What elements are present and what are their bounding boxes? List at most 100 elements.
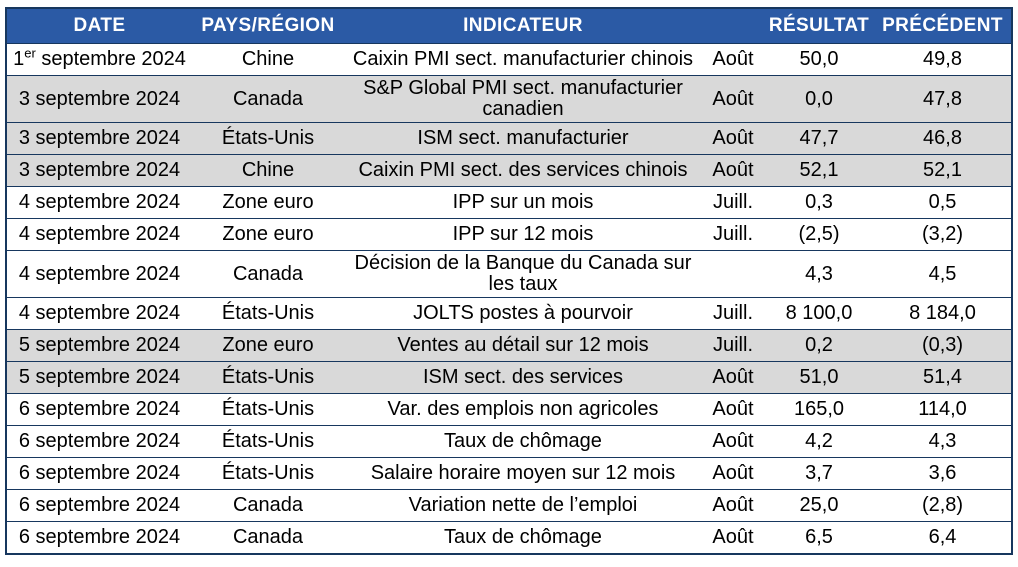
date-cell: 6 septembre 2024 (6, 425, 192, 458)
result-cell: 4,2 (764, 425, 874, 458)
previous-cell: 6,4 (874, 521, 1012, 554)
country-cell: Canada (192, 489, 344, 522)
table-row: 6 septembre 2024 États-Unis Taux de chômag… (6, 425, 1012, 458)
previous-cell: (0,3) (874, 329, 1012, 362)
date-text: 3 septembre 2024 (18, 127, 181, 149)
date-text: 4 septembre 2024 (18, 223, 181, 245)
result-cell: 0,2 (764, 329, 874, 362)
indicator-cell: Variation nette de l’emploi (344, 489, 702, 522)
date-text: 3 septembre 2024 (18, 159, 181, 181)
date-cell: 6 septembre 2024 (6, 489, 192, 522)
previous-cell: 114,0 (874, 393, 1012, 426)
country-cell: Zone euro (192, 186, 344, 219)
period-cell: Août (702, 122, 764, 155)
country-cell: Zone euro (192, 329, 344, 362)
date-cell: 6 septembre 2024 (6, 457, 192, 490)
previous-cell: 51,4 (874, 361, 1012, 394)
period-cell: Août (702, 361, 764, 394)
table-row: 5 septembre 2024 Zone euro Ventes au détai… (6, 329, 1012, 362)
previous-cell: 4,3 (874, 425, 1012, 458)
period-cell: Août (702, 425, 764, 458)
result-cell: (2,5) (764, 218, 874, 251)
date-text-rest: septembre 2024 (35, 48, 186, 70)
result-cell: 50,0 (764, 43, 874, 76)
table-row: 6 septembre 2024 Canada Taux de chômage Aoû… (6, 521, 1012, 554)
date-text: 3 septembre 2024 (18, 87, 181, 110)
indicator-cell: Caixin PMI sect. des services chinois (344, 154, 702, 187)
date-text: 6 septembre 2024 (18, 494, 181, 516)
column-header-result: RÉSULTAT (764, 8, 874, 44)
indicator-cell: ISM sect. des services (344, 361, 702, 394)
country-cell: États-Unis (192, 122, 344, 155)
period-cell: Août (702, 43, 764, 76)
previous-cell: 8 184,0 (874, 297, 1012, 330)
country-cell: États-Unis (192, 457, 344, 490)
period-cell (702, 250, 764, 298)
indicator-cell: Salaire horaire moyen sur 12 mois (344, 457, 702, 490)
result-cell: 47,7 (764, 122, 874, 155)
table-row: 6 septembre 2024 États-Unis Salaire horair… (6, 457, 1012, 490)
period-cell: Août (702, 521, 764, 554)
table-row: 3 septembre 2024 Chine Caixin PMI sect. de… (6, 154, 1012, 187)
country-cell: Chine (192, 154, 344, 187)
date-cell: 4 septembre 2024 (6, 297, 192, 330)
date-text: 5 septembre 2024 (18, 366, 181, 388)
period-cell: Juill. (702, 297, 764, 330)
table-row: 4 septembre 2024 États-Unis JOLTS postes à… (6, 297, 1012, 330)
date-cell: 5 septembre 2024 (6, 361, 192, 394)
indicator-cell: IPP sur un mois (344, 186, 702, 219)
indicator-cell: Décision de la Banque du Canada sur les … (344, 250, 702, 298)
indicator-cell: Var. des emplois non agricoles (344, 393, 702, 426)
indicator-cell: Taux de chômage (344, 425, 702, 458)
date-cell: 4 septembre 2024 (6, 186, 192, 219)
column-header-country: PAYS/RÉGION (192, 8, 344, 44)
date-text: 6 septembre 2024 (18, 462, 181, 484)
period-cell: Août (702, 489, 764, 522)
indicator-cell: JOLTS postes à pourvoir (344, 297, 702, 330)
date-text: 4 septembre 2024 (18, 191, 181, 213)
table-row: 6 septembre 2024 Canada Variation nette de… (6, 489, 1012, 522)
date-ordinal-suffix: er (24, 45, 36, 61)
date-cell: 5 septembre 2024 (6, 329, 192, 362)
period-cell: Août (702, 393, 764, 426)
table-row: 6 septembre 2024 États-Unis Var. des emplo… (6, 393, 1012, 426)
indicator-cell: IPP sur 12 mois (344, 218, 702, 251)
indicator-cell: ISM sect. manufacturier (344, 122, 702, 155)
result-cell: 3,7 (764, 457, 874, 490)
table-row: 5 septembre 2024 États-Unis ISM sect. des … (6, 361, 1012, 394)
date-text: 4 septembre 2024 (18, 262, 181, 285)
country-cell: États-Unis (192, 393, 344, 426)
country-cell: États-Unis (192, 297, 344, 330)
previous-cell: 49,8 (874, 43, 1012, 76)
table-row: 4 septembre 2024 Zone euro IPP sur 12 mois… (6, 218, 1012, 251)
economic-calendar: DATE PAYS/RÉGION INDICATEUR RÉSULTAT PRÉ… (5, 7, 1013, 555)
previous-cell: 46,8 (874, 122, 1012, 155)
date-text: 1 (13, 48, 25, 70)
column-header-previous: PRÉCÉDENT (874, 8, 1012, 44)
result-cell: 6,5 (764, 521, 874, 554)
indicator-cell: Ventes au détail sur 12 mois (344, 329, 702, 362)
date-text: 6 septembre 2024 (18, 398, 181, 420)
date-cell: 3 septembre 2024 (6, 122, 192, 155)
result-cell: 51,0 (764, 361, 874, 394)
date-cell: 3 septembre 2024 (6, 75, 192, 123)
indicator-cell: Taux de chômage (344, 521, 702, 554)
table-row: 3 septembre 2024 Canada S&P Global PMI sec… (6, 75, 1012, 123)
country-cell: Chine (192, 43, 344, 76)
indicator-cell: S&P Global PMI sect. manufacturier canad… (344, 75, 702, 123)
date-cell: 6 septembre 2024 (6, 393, 192, 426)
date-text: 6 septembre 2024 (18, 525, 181, 548)
result-cell: 165,0 (764, 393, 874, 426)
column-header-date: DATE (6, 8, 192, 44)
result-cell: 0,0 (764, 75, 874, 123)
country-cell: Zone euro (192, 218, 344, 251)
country-cell: Canada (192, 75, 344, 123)
result-cell: 0,3 (764, 186, 874, 219)
table-row: 4 septembre 2024 Canada Décision de la Ban… (6, 250, 1012, 298)
table-row: 4 septembre 2024 Zone euro IPP sur un mois… (6, 186, 1012, 219)
date-text: 4 septembre 2024 (18, 302, 181, 324)
table-header: DATE PAYS/RÉGION INDICATEUR RÉSULTAT PRÉ… (6, 8, 1012, 44)
column-header-indicator: INDICATEUR (344, 8, 702, 44)
period-cell: Août (702, 75, 764, 123)
period-cell: Juill. (702, 218, 764, 251)
